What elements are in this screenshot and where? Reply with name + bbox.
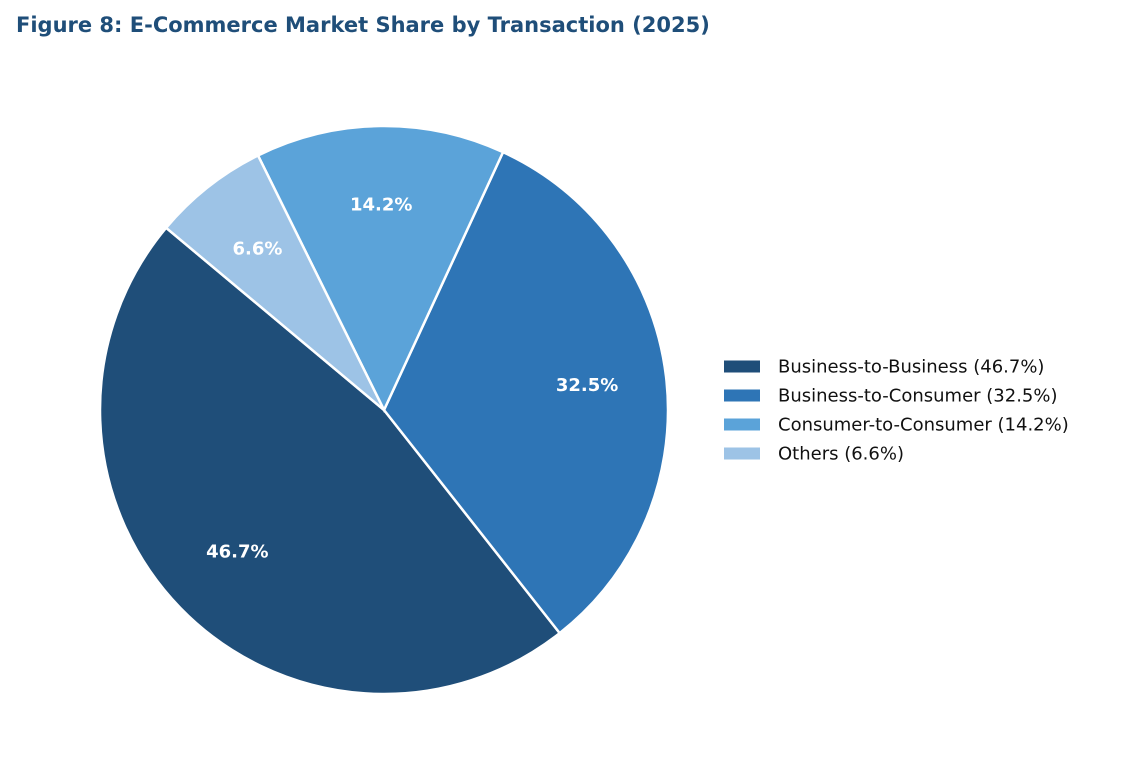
- data-label: 6.6%: [233, 238, 283, 259]
- data-label: 14.2%: [350, 195, 412, 216]
- legend-label: Business-to-Business (46.7%): [778, 357, 1044, 378]
- legend-swatch: [724, 418, 760, 431]
- pie-slice: [256, 124, 505, 413]
- legend-swatch: [724, 447, 760, 460]
- legend-swatch: [724, 389, 760, 402]
- legend-label: Consumer-to-Consumer (14.2%): [778, 415, 1069, 436]
- chart-title: Figure 8: E-Commerce Market Share by Tra…: [16, 13, 710, 37]
- legend-swatch: [724, 360, 760, 373]
- data-label: 46.7%: [206, 541, 268, 562]
- pie-slice: [164, 153, 386, 411]
- legend-label: Others (6.6%): [778, 444, 904, 465]
- pie-slice: [98, 226, 562, 696]
- data-label: 32.5%: [556, 375, 618, 396]
- legend-label: Business-to-Consumer (32.5%): [778, 386, 1058, 407]
- pie-slice: [382, 150, 670, 635]
